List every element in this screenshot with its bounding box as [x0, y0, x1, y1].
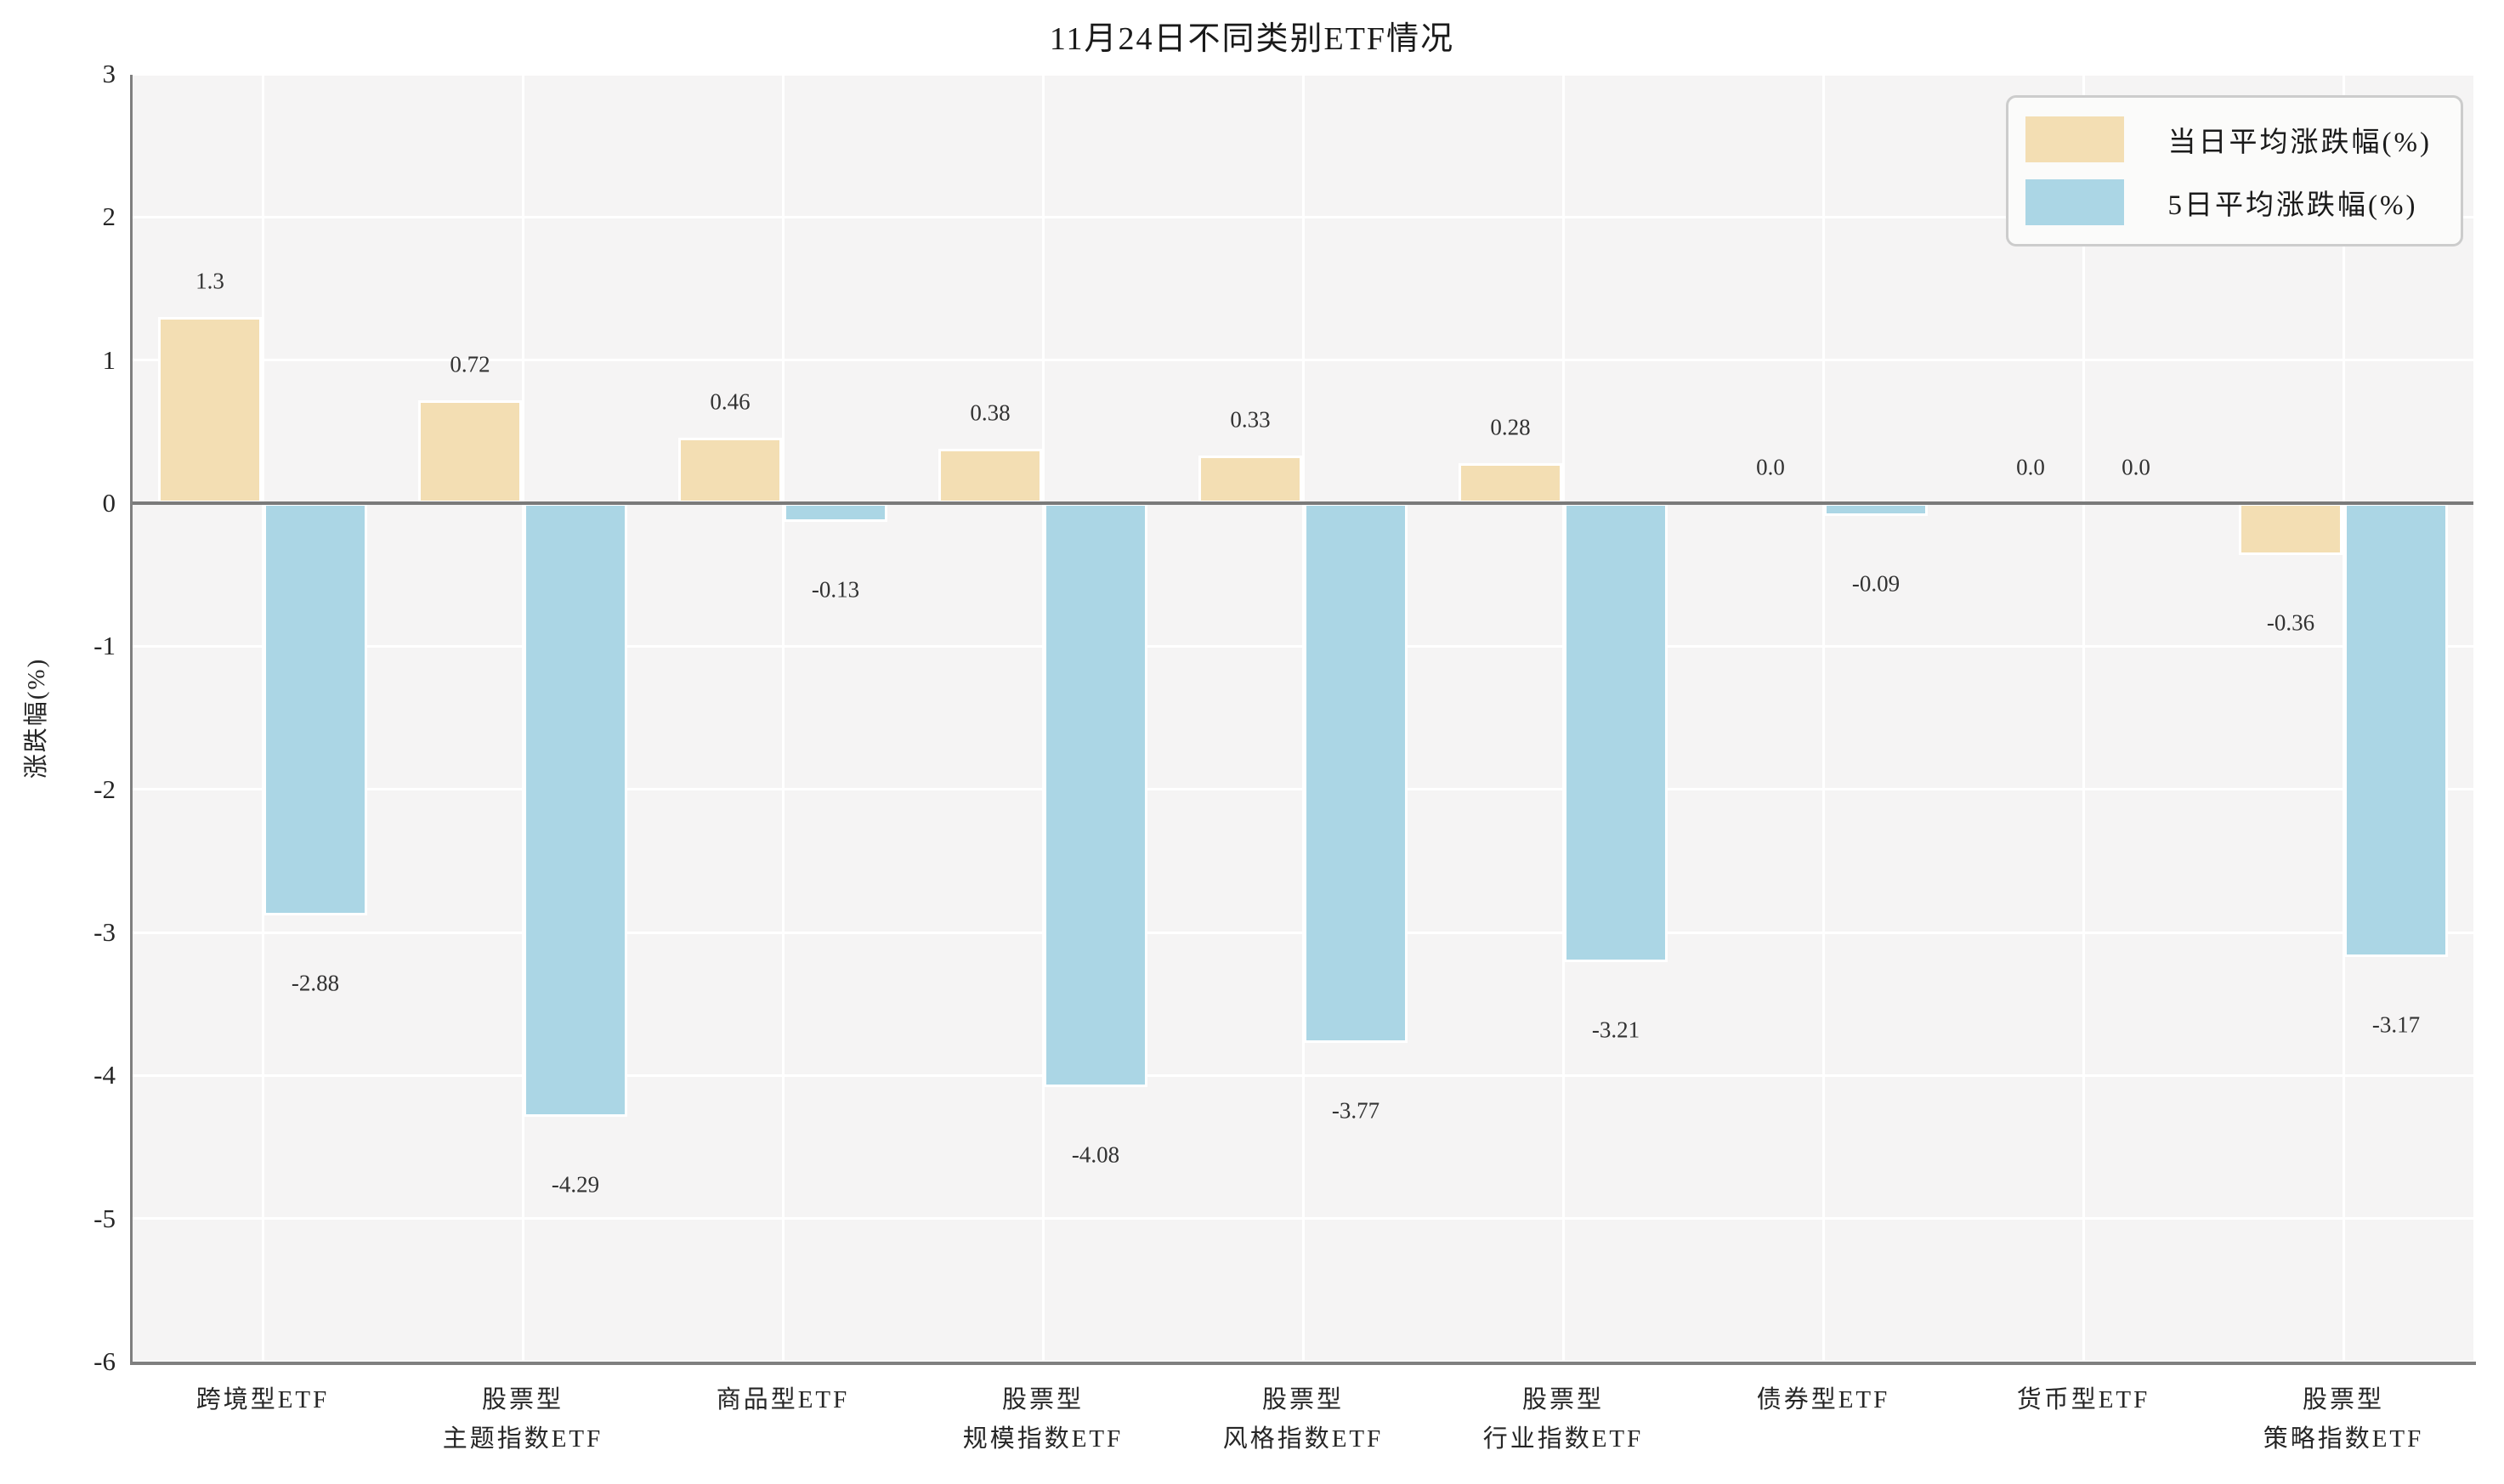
- bar-value-label: 0.33: [1230, 406, 1271, 433]
- chart-title: 11月24日不同类别ETF情况: [1049, 21, 1455, 57]
- legend-swatch-icon: [2025, 179, 2124, 225]
- x-tick-label: 股票型 策略指数ETF: [2263, 1386, 2424, 1453]
- bar-daily-change: [1198, 456, 1302, 503]
- y-tick-label: 2: [102, 201, 116, 232]
- gridline-vertical: [1041, 75, 1045, 1362]
- gridline-vertical: [2082, 75, 2085, 1362]
- bar-value-label: 0.0: [2122, 454, 2150, 480]
- legend-entry: 5日平均涨跌幅(%): [2025, 179, 2432, 225]
- legend: 当日平均涨跌幅(%) 5日平均涨跌幅(%): [2005, 95, 2463, 246]
- gridline-vertical: [1821, 75, 1825, 1362]
- y-tick-label: -4: [93, 1060, 116, 1090]
- bar-5day-change: [2344, 503, 2448, 957]
- x-tick-label: 货币型ETF: [2016, 1386, 2150, 1413]
- bar-value-label: -0.13: [811, 576, 860, 603]
- gridline-vertical: [781, 75, 785, 1362]
- gridline-vertical: [2342, 75, 2345, 1362]
- left-axis-spine: [130, 75, 133, 1365]
- gridline-horizontal: [133, 72, 2473, 76]
- gridline-vertical: [1561, 75, 1565, 1362]
- zero-axis-line: [133, 501, 2473, 505]
- bar-5day-change: [1564, 503, 1668, 963]
- x-tick-label: 商品型ETF: [716, 1386, 850, 1413]
- bar-value-label: -0.09: [1851, 570, 1901, 597]
- gridline-vertical: [1301, 75, 1305, 1362]
- y-tick-label: 0: [102, 488, 116, 518]
- bar-daily-change: [418, 399, 522, 503]
- y-tick-label: -6: [93, 1346, 116, 1376]
- legend-entry: 当日平均涨跌幅(%): [2025, 116, 2432, 162]
- bar-value-label: 0.72: [450, 351, 490, 377]
- bar-value-label: 0.46: [710, 388, 751, 415]
- bar-value-label: -2.88: [291, 970, 340, 996]
- bar-5day-change: [524, 503, 627, 1118]
- gridline-vertical: [521, 75, 524, 1362]
- bar-5day-change: [263, 503, 367, 915]
- bottom-axis-spine: [130, 1362, 2476, 1365]
- bar-value-label: -3.77: [1331, 1097, 1380, 1124]
- x-tick-label: 债券型ETF: [1756, 1386, 1890, 1413]
- bar-5day-change: [1304, 503, 1408, 1043]
- x-tick-label: 股票型 风格指数ETF: [1222, 1386, 1384, 1453]
- x-tick-label: 股票型 主题指数ETF: [442, 1386, 603, 1453]
- x-tick-label: 股票型 规模指数ETF: [962, 1386, 1124, 1453]
- y-tick-label: -3: [93, 917, 116, 947]
- legend-label: 5日平均涨跌幅(%): [2167, 190, 2418, 221]
- bar-value-label: -4.29: [551, 1171, 600, 1198]
- bar-value-label: -3.21: [1591, 1017, 1640, 1043]
- y-tick-label: 3: [102, 59, 116, 88]
- legend-label: 当日平均涨跌幅(%): [2167, 127, 2432, 158]
- bar-value-label: 0.0: [1756, 454, 1785, 480]
- y-tick-label: -2: [93, 773, 116, 804]
- bar-daily-change: [1459, 462, 1562, 503]
- x-tick-label: 跨境型ETF: [195, 1386, 330, 1413]
- bar-value-label: 1.3: [195, 268, 224, 294]
- bar-value-label: 0.0: [2016, 454, 2045, 480]
- bar-daily-change: [678, 437, 782, 503]
- bar-daily-change: [2239, 503, 2343, 555]
- bar-value-label: -4.08: [1071, 1141, 1120, 1168]
- bar-value-label: 0.28: [1490, 414, 1531, 440]
- y-tick-label: -1: [93, 631, 116, 661]
- x-tick-label: 股票型 行业指数ETF: [1482, 1386, 1644, 1453]
- y-tick-label: -5: [93, 1203, 116, 1233]
- bar-5day-change: [784, 503, 887, 522]
- bar-5day-change: [1044, 503, 1147, 1087]
- y-tick-label: 1: [102, 344, 116, 375]
- bar-daily-change: [938, 449, 1042, 503]
- bar-daily-change: [158, 317, 262, 503]
- y-axis-label: 涨跌幅(%): [23, 657, 50, 779]
- legend-swatch-icon: [2025, 116, 2124, 162]
- bar-value-label: -0.36: [2266, 609, 2315, 636]
- bar-value-label: 0.38: [970, 399, 1011, 426]
- bar-value-label: -3.17: [2371, 1011, 2421, 1038]
- gridline-vertical: [261, 75, 264, 1362]
- bar-5day-change: [1824, 503, 1928, 517]
